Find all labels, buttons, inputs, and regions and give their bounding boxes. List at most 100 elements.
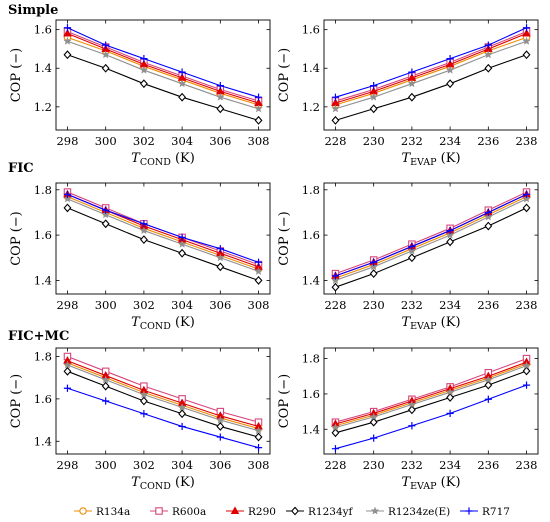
x-tick-label: 234 [439, 134, 461, 148]
series-line [335, 33, 527, 104]
x-tick-label: 302 [133, 134, 155, 148]
series-line [67, 207, 259, 281]
data-point [63, 194, 72, 203]
data-point [407, 92, 416, 102]
series-line [67, 191, 259, 266]
legend-marker [291, 506, 299, 516]
series-r1234yf [63, 366, 263, 442]
series-r1234ze-e- [63, 360, 263, 435]
x-tick-label: 232 [401, 298, 423, 312]
series-r717 [63, 190, 263, 266]
data-point [216, 262, 225, 272]
x-tick-label: 300 [95, 458, 117, 472]
data-point [484, 380, 493, 390]
data-point [370, 82, 378, 90]
data-point [369, 104, 378, 114]
data-point [63, 36, 72, 45]
x-tick-label: 298 [56, 134, 78, 148]
data-point [484, 41, 492, 49]
data-point [63, 366, 72, 376]
subplot-3: FIC 298 300 302 304 306 308 1.4 1.6 1.8 COP (−) TCO… [8, 161, 271, 332]
y-tick-label: 1.8 [302, 183, 320, 197]
plot-frame [55, 19, 271, 131]
legend-marker [370, 506, 380, 515]
plot-frame [55, 182, 271, 295]
x-tick-label: 304 [171, 134, 193, 148]
subplot-1: Simple 298 300 302 304 306 308 1.2 1.4 1.6 COP (−)… [8, 3, 271, 168]
y-axis-label: COP (−) [9, 211, 24, 266]
x-tick-label: 234 [439, 298, 461, 312]
data-point [140, 220, 148, 228]
data-point [216, 433, 224, 441]
series-line [335, 196, 527, 279]
x-tick-label: 306 [209, 458, 231, 472]
y-tick-label: 1.6 [302, 387, 320, 401]
x-tick-label: 308 [248, 298, 270, 312]
data-point [445, 65, 455, 74]
data-point [407, 253, 416, 263]
x-tick-label: 302 [133, 298, 155, 312]
data-point [216, 253, 225, 262]
series-line [335, 207, 527, 288]
data-point [177, 79, 187, 88]
data-point [139, 65, 149, 74]
data-point [407, 246, 417, 255]
data-point [522, 36, 531, 45]
x-tick-label: 298 [56, 458, 78, 472]
y-axis-label: COP (−) [277, 211, 292, 266]
data-point [254, 93, 263, 101]
x-tick-label: 230 [363, 298, 385, 312]
y-tick-label: 1.4 [302, 61, 320, 75]
subplot-4: 228 230 232 234 236 238 1.4 1.6 1.8 COP (−) TEVAP … [277, 182, 539, 332]
series-line [67, 355, 259, 423]
data-point [369, 412, 378, 421]
x-tick-label: 228 [324, 134, 346, 148]
series-r1234yf [331, 203, 531, 292]
series-r717 [331, 381, 531, 453]
data-point [331, 93, 340, 101]
y-tick-label: 1.8 [302, 352, 320, 366]
data-point [216, 245, 224, 253]
data-point [445, 230, 455, 239]
series-line [67, 31, 259, 102]
legend-label: R1234yf [308, 506, 354, 518]
plot-frame [323, 347, 539, 455]
data-point [254, 444, 263, 452]
data-point [140, 54, 148, 63]
data-point [101, 50, 110, 59]
subplot-6: 228 230 232 234 236 238 1.4 1.6 1.8 COP (−) TEVAP … [277, 347, 539, 492]
y-tick-label: 1.2 [34, 100, 52, 114]
subplot-2: 228 230 232 234 236 238 1.2 1.4 1.6 COP (−) TEVAP … [277, 19, 539, 168]
data-point [369, 417, 378, 427]
y-tick-label: 1.4 [34, 434, 52, 448]
legend-item-r600a: R600a [150, 506, 206, 518]
subplot-5: FIC+MC 298 300 302 304 306 308 1.4 1.6 1.8 COP (−)… [8, 329, 271, 492]
x-tick-label: 228 [324, 458, 346, 472]
x-tick-label: 304 [171, 298, 193, 312]
series-r1234ze-e- [331, 36, 531, 113]
series-line [67, 196, 259, 270]
data-point [446, 54, 454, 63]
y-tick-label: 1.6 [34, 23, 52, 37]
series-r600a [63, 188, 263, 269]
series-line [335, 40, 527, 110]
x-tick-label: 306 [209, 298, 231, 312]
data-point [63, 203, 72, 213]
x-tick-label: 238 [516, 458, 538, 472]
x-axis-label: TCOND (K) [131, 315, 195, 332]
series-r290 [63, 28, 263, 106]
x-tick-label: 236 [477, 458, 499, 472]
data-point [522, 361, 531, 370]
x-tick-label: 232 [401, 458, 423, 472]
data-point [102, 397, 110, 405]
data-point [177, 402, 187, 412]
x-tick-label: 308 [248, 134, 270, 148]
data-point [139, 390, 149, 399]
data-point [178, 248, 187, 258]
data-point [369, 262, 378, 271]
series-r1234yf [331, 366, 531, 438]
x-tick-label: 238 [516, 134, 538, 148]
data-point [331, 104, 340, 113]
data-point [446, 79, 455, 89]
series-line [67, 54, 259, 121]
